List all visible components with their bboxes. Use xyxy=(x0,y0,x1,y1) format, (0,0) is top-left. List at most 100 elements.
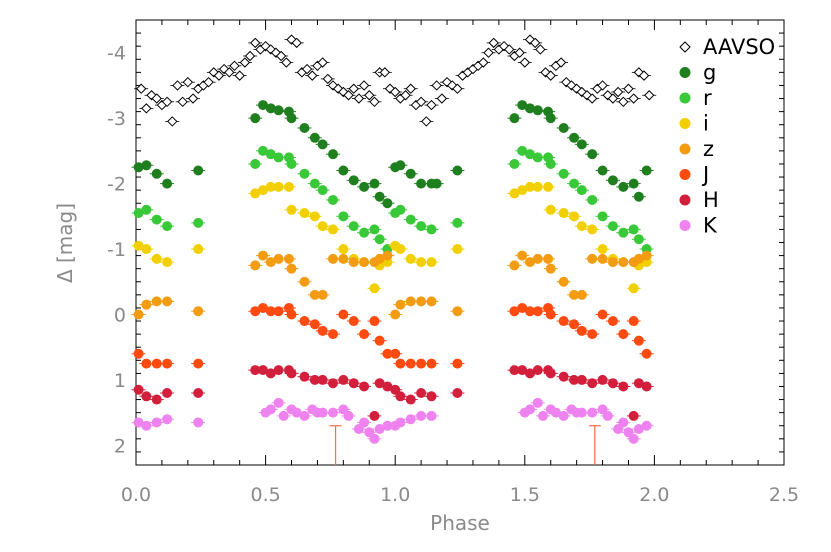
y-tick-labels: -4 -3 -2 -1 0 1 2 xyxy=(107,43,126,458)
legend-marker-aavso xyxy=(679,41,691,53)
y-tick-label: 1 xyxy=(114,370,126,392)
data-point-j xyxy=(374,335,385,346)
data-point-z xyxy=(607,257,618,268)
legend-label-k: K xyxy=(703,214,718,238)
data-point-z xyxy=(416,296,427,307)
data-point-i xyxy=(273,181,284,192)
data-point-z xyxy=(359,257,370,268)
data-point-z xyxy=(641,250,652,261)
data-point-k xyxy=(633,424,644,435)
data-point-i xyxy=(317,221,328,232)
data-point-g xyxy=(509,113,520,124)
data-point-i xyxy=(524,181,535,192)
data-point-h xyxy=(597,374,608,385)
data-point-z xyxy=(273,253,284,264)
data-point-z xyxy=(543,253,554,264)
data-point-i xyxy=(369,283,380,294)
data-point-k xyxy=(193,417,204,428)
data-point-r xyxy=(133,208,144,219)
data-point-g xyxy=(641,165,652,176)
data-point-i xyxy=(395,244,406,255)
data-point-z xyxy=(309,289,320,300)
data-point-r xyxy=(532,152,543,163)
data-point-h xyxy=(151,394,162,405)
aavso-point xyxy=(529,37,541,49)
legend-marker-k xyxy=(679,220,691,231)
data-point-h xyxy=(299,371,310,382)
data-point-r xyxy=(151,214,162,225)
data-point-r xyxy=(250,158,261,169)
data-point-h xyxy=(607,378,618,389)
data-point-h xyxy=(133,384,144,395)
data-point-g xyxy=(193,165,204,176)
data-point-z xyxy=(193,306,204,317)
data-point-g xyxy=(250,113,261,124)
x-tick-label: 0.5 xyxy=(250,484,280,506)
data-point-h xyxy=(317,374,328,385)
data-point-j xyxy=(641,348,652,359)
data-point-g xyxy=(151,168,162,179)
data-point-g xyxy=(587,149,598,160)
data-point-h xyxy=(309,374,320,385)
x-tick-labels: 0.0 0.5 1.0 1.5 2.0 2.5 xyxy=(121,484,799,506)
data-point-j xyxy=(545,309,556,320)
aavso-point xyxy=(234,70,245,81)
data-point-r xyxy=(517,145,528,156)
aavso-point xyxy=(244,50,256,62)
data-point-r xyxy=(265,149,276,160)
x-tick-label: 1.0 xyxy=(380,484,410,506)
aavso-point xyxy=(307,70,318,81)
data-point-h xyxy=(426,391,437,402)
data-point-r xyxy=(405,214,416,225)
data-point-z xyxy=(327,253,338,264)
data-point-j xyxy=(286,309,297,320)
aavso-point xyxy=(146,90,157,101)
aavso-point xyxy=(338,86,349,98)
data-point-h xyxy=(395,391,406,402)
data-point-g xyxy=(597,165,608,176)
data-point-r xyxy=(545,158,556,169)
aavso-point xyxy=(535,44,546,55)
data-point-g xyxy=(545,113,556,124)
data-point-j xyxy=(416,358,427,369)
data-point-z xyxy=(374,253,385,264)
data-point-j xyxy=(390,348,401,359)
data-point-g xyxy=(452,165,463,176)
data-point-z xyxy=(395,299,406,310)
data-point-z xyxy=(299,276,310,287)
data-point-g xyxy=(558,122,569,133)
data-point-i xyxy=(576,221,587,232)
data-point-h xyxy=(286,368,297,379)
aavso-point xyxy=(353,93,365,104)
data-point-k xyxy=(299,410,310,421)
data-point-g xyxy=(618,181,629,192)
data-point-r xyxy=(327,194,338,205)
aavso-point xyxy=(343,90,354,101)
data-point-z xyxy=(162,296,173,307)
data-point-z xyxy=(286,263,297,274)
data-point-r xyxy=(338,211,349,222)
data-point-z xyxy=(569,289,580,300)
data-point-j xyxy=(628,316,639,327)
data-point-j xyxy=(265,306,276,317)
aavso-point xyxy=(203,76,214,88)
data-point-i xyxy=(299,208,310,219)
aavso-point xyxy=(301,63,313,75)
legend-label-g: g xyxy=(703,61,716,85)
aavso-point xyxy=(389,86,401,98)
aavso-point xyxy=(172,80,183,91)
aavso-point xyxy=(358,80,370,91)
data-point-g xyxy=(532,105,543,116)
data-point-k xyxy=(587,407,598,418)
data-point-z xyxy=(151,296,162,307)
data-point-r xyxy=(628,224,639,235)
y-tick-label: -2 xyxy=(107,174,126,196)
aavso-point xyxy=(628,93,639,104)
data-point-j xyxy=(558,316,569,327)
x-tick-label: 2.0 xyxy=(639,484,669,506)
data-point-z xyxy=(338,253,349,264)
data-point-h xyxy=(633,378,644,389)
data-point-j xyxy=(141,358,152,369)
data-point-k xyxy=(317,407,328,418)
